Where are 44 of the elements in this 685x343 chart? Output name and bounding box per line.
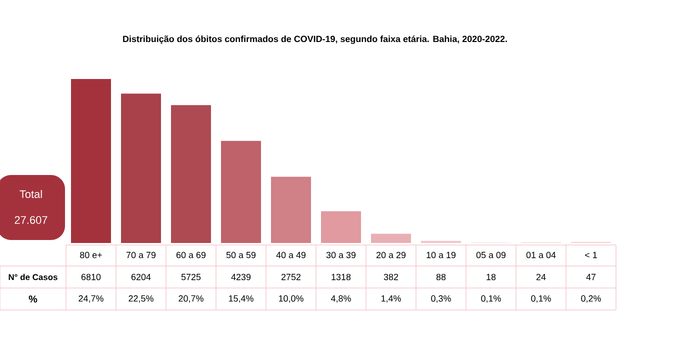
text: Total xyxy=(20,190,42,198)
bar xyxy=(121,94,161,243)
data-label: 6810 xyxy=(81,274,101,280)
text: 1,4% xyxy=(381,295,401,303)
data-label: 6204 xyxy=(131,274,151,280)
text: 0,3% xyxy=(431,295,451,303)
chart-title: Distribuição dos óbitos confirmados de COVID-19, segundo faixa etária. Bahia, 2020-2022. xyxy=(123,35,507,44)
x-tick-label: 30 a 39 xyxy=(326,252,356,258)
bar xyxy=(221,140,261,243)
data-label: 88 xyxy=(436,274,446,280)
data-label: 4239 xyxy=(231,274,251,280)
data-label: 382 xyxy=(384,274,398,280)
data-label: 5725 xyxy=(181,274,201,280)
x-tick-label: 60 a 69 xyxy=(176,252,206,258)
x-tick-label: 40 a 49 xyxy=(276,252,306,258)
x-tick-label: 50 a 59 xyxy=(226,252,256,258)
data-label: 18 xyxy=(486,274,496,280)
bar xyxy=(171,105,211,243)
x-tick-label: 20 a 29 xyxy=(376,252,406,258)
x-tick-label: 80 e+ xyxy=(80,252,102,258)
x-tick-label: < 1 xyxy=(585,252,597,258)
text: 15,4% xyxy=(228,295,254,303)
text: 20,7% xyxy=(178,295,204,303)
text: 27.607 xyxy=(14,216,48,224)
text: 0,1% xyxy=(531,295,551,303)
data-label: 2752 xyxy=(281,274,301,280)
bar xyxy=(271,176,311,243)
text: % xyxy=(28,295,38,303)
text: 22,5% xyxy=(128,295,154,303)
x-tick-label: 10 a 19 xyxy=(426,252,456,258)
text: 4,8% xyxy=(330,295,351,303)
text: N° de Casos xyxy=(8,274,58,280)
data-label: 47 xyxy=(586,274,596,280)
x-tick-label: 01 a 04 xyxy=(526,252,556,258)
data-label: 24 xyxy=(536,274,546,280)
x-tick-label: 05 a 09 xyxy=(476,252,506,258)
x-tick-label: 70 a 79 xyxy=(126,252,156,258)
text: 24,7% xyxy=(78,295,104,303)
text: 0,2% xyxy=(581,295,601,303)
text: 10,0% xyxy=(278,295,304,303)
bar xyxy=(71,78,111,243)
text: 0,1% xyxy=(481,295,501,303)
bar xyxy=(371,234,412,243)
data-label: 1318 xyxy=(332,274,351,280)
